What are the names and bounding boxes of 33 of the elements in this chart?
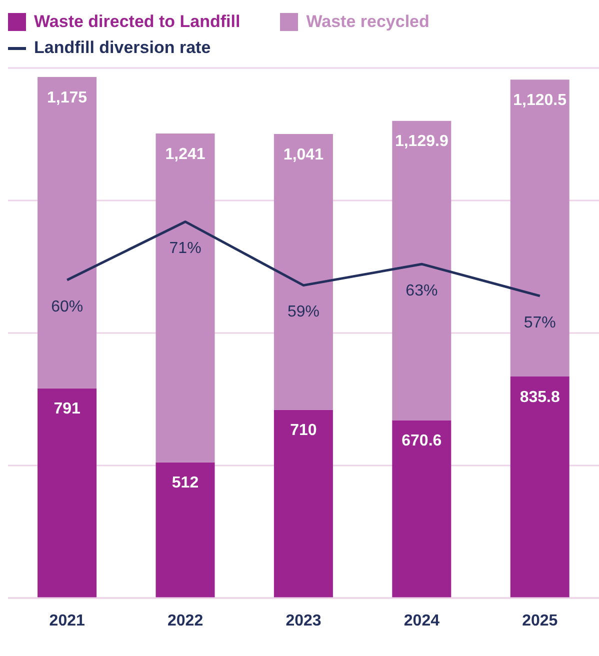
data-label: 1,041	[283, 146, 324, 164]
data-label: 71%	[169, 240, 202, 258]
data-label: 670.6	[402, 432, 442, 450]
data-label: 1,129.9	[394, 133, 448, 150]
bar	[274, 410, 333, 598]
legend-label: Waste recycled	[306, 12, 430, 32]
bar	[392, 420, 452, 598]
legend-label: Waste directed to Landfill	[34, 12, 240, 32]
x-tick-label: 2023	[286, 612, 322, 630]
bar	[392, 120, 452, 420]
data-label: 63%	[406, 282, 438, 300]
data-label: 512	[172, 474, 199, 492]
bar	[38, 77, 97, 388]
x-tick-label: 2024	[404, 612, 440, 630]
data-label: 60%	[51, 298, 84, 316]
bar	[510, 80, 570, 377]
bar	[38, 388, 97, 598]
bar	[156, 133, 215, 462]
bar	[156, 462, 215, 598]
legend-label: Landfill diversion rate	[34, 38, 211, 58]
x-tick-label: 2025	[522, 612, 558, 630]
data-label: 710	[290, 422, 317, 440]
data-label: 1,175	[47, 89, 88, 106]
x-tick-label: 2022	[168, 612, 204, 630]
data-label: 791	[54, 400, 80, 418]
bar	[510, 376, 570, 598]
data-label: 1,241	[165, 146, 206, 163]
x-tick-label: 2021	[49, 612, 85, 630]
data-label: 835.8	[520, 388, 560, 406]
data-label: 57%	[524, 314, 556, 332]
data-label: 59%	[287, 304, 320, 321]
bar	[274, 134, 333, 410]
data-label: 1,120.5	[513, 92, 567, 109]
